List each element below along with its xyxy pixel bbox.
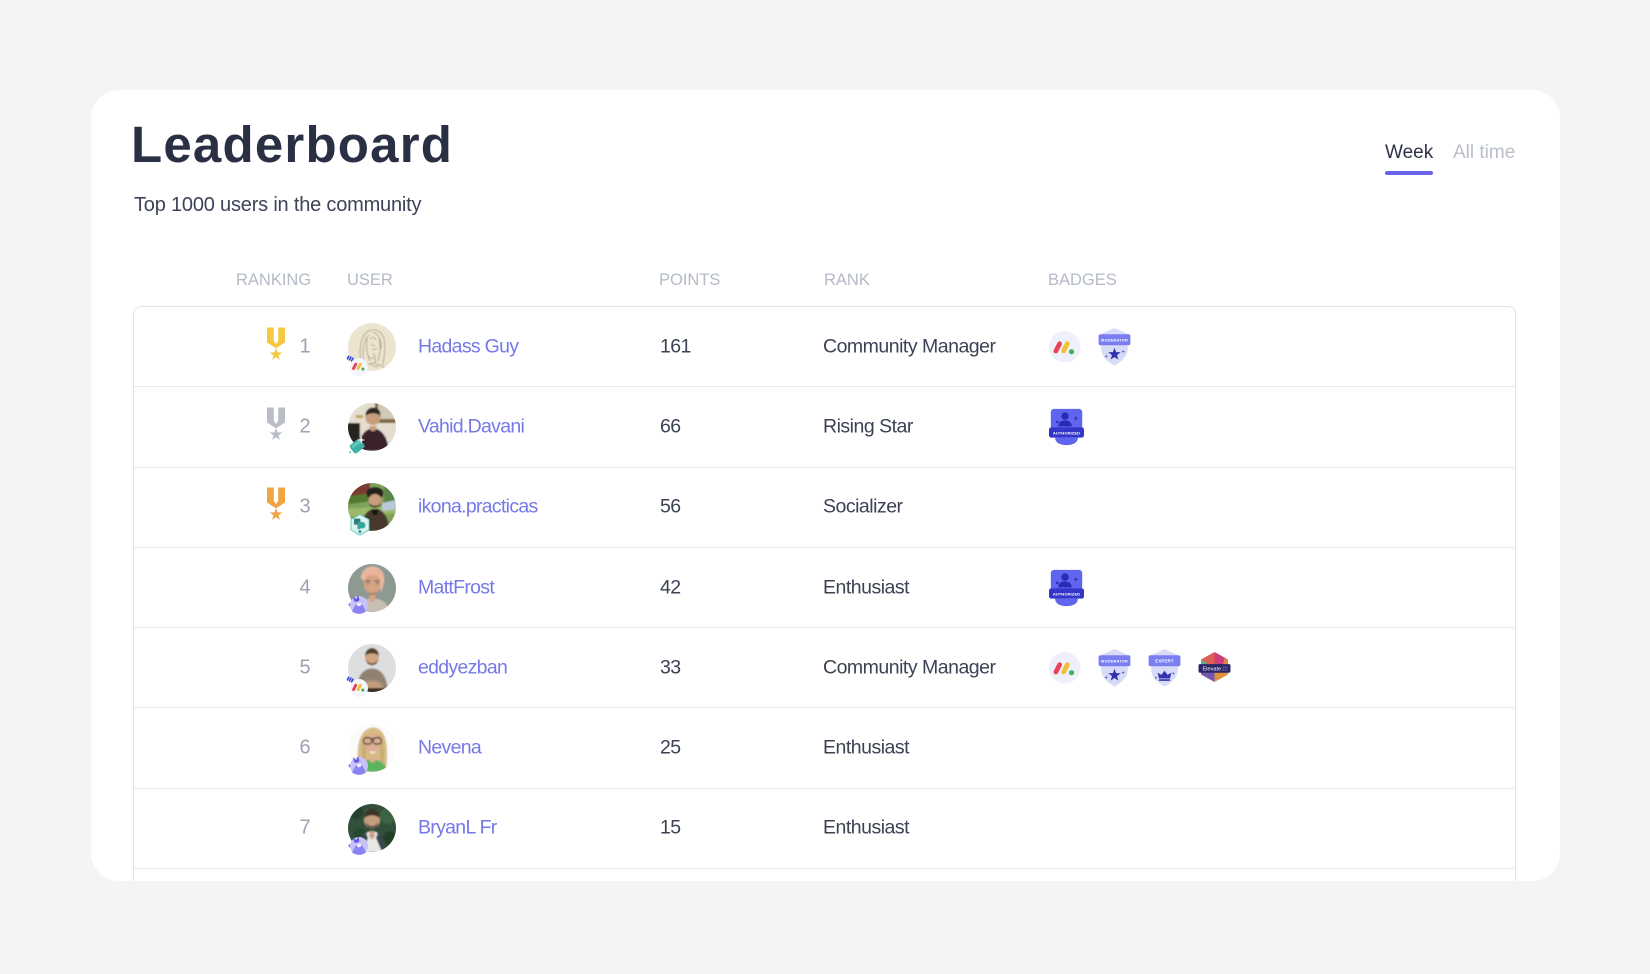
svg-text:MODERATOR: MODERATOR bbox=[1101, 658, 1128, 663]
svg-text:EXPERT: EXPERT bbox=[1155, 658, 1174, 663]
svg-text:Elevate: Elevate bbox=[1202, 667, 1221, 673]
svg-text:22: 22 bbox=[1221, 667, 1227, 673]
svg-text:AUTHORIZED: AUTHORIZED bbox=[1053, 430, 1080, 435]
svg-text:AUTHORIZED: AUTHORIZED bbox=[1053, 591, 1080, 596]
svg-text:MODERATOR: MODERATOR bbox=[1101, 337, 1128, 342]
